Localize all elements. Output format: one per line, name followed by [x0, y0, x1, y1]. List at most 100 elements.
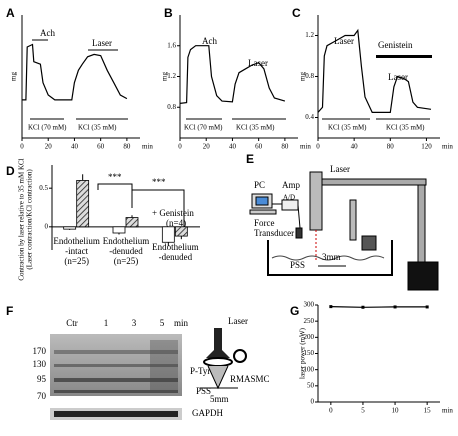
diagram-label: Laser [228, 316, 248, 326]
x-tick-label: 0 [316, 143, 320, 151]
annotation: Ach [202, 36, 217, 46]
annotation: Laser [92, 38, 112, 48]
y-tick-label: 250 [304, 317, 315, 325]
x-tick-label: 0 [329, 407, 333, 415]
point [329, 305, 333, 309]
y-tick-label: 0 [45, 222, 49, 230]
diagram-label: PC [254, 180, 265, 190]
annotation: Laser [334, 36, 354, 46]
y-axis-label: Contraction by laser relative to 35 mM K… [18, 158, 26, 280]
lane-label: 5 [160, 318, 165, 328]
annotation: KCl (70 mM) [184, 124, 223, 132]
trace [179, 45, 286, 104]
lane-label: 3 [132, 318, 137, 328]
bracket [97, 183, 133, 208]
setup-diagram [249, 171, 439, 291]
category-label: Endothelium [53, 236, 100, 246]
category-label: -denuded [109, 246, 143, 256]
diagram-label: 3mm [322, 252, 341, 262]
point [393, 305, 397, 309]
bar [63, 226, 77, 230]
y-tick-label: 1.2 [305, 31, 314, 39]
diagram-label: 5mm [210, 394, 229, 404]
x-tick-label: 120 [421, 143, 432, 151]
panel-label: A [6, 6, 15, 20]
annotation: KCl (35 mM) [78, 124, 117, 132]
panel-label: E [246, 152, 254, 166]
lane-label: 1 [104, 318, 109, 328]
x-axis-label: min [300, 143, 311, 151]
diagram-label: Force [254, 218, 275, 228]
lane-label: Ctr [66, 318, 78, 328]
diagram-label: A/D [283, 194, 295, 202]
x-tick-label: 5 [361, 407, 365, 415]
bar [174, 226, 188, 237]
annotation: + Genistein [152, 208, 194, 218]
annotation: Ach [40, 28, 55, 38]
category-label: -intact [65, 246, 88, 256]
y-tick-label: 0.8 [305, 72, 314, 80]
marker-label: 170 [33, 346, 47, 356]
x-tick-label: 60 [255, 143, 263, 151]
y-axis-label: (Laser contraction/KCl contraction) [26, 169, 34, 270]
x-tick-label: 80 [281, 143, 289, 151]
y-tick-label: 50 [307, 381, 315, 389]
x-tick-label: 15 [424, 407, 432, 415]
x-tick-label: 40 [71, 143, 79, 151]
annotation: KCl (35 mM) [328, 124, 367, 132]
x-tick-label: 10 [392, 407, 400, 415]
panel-label: F [6, 304, 13, 318]
x-axis-label: min [442, 143, 453, 151]
y-axis-label: laser power (mW) [299, 327, 307, 379]
treatment-bar [376, 55, 432, 58]
y-tick-label: 0.8 [167, 103, 176, 111]
blot-label: GAPDH [192, 408, 224, 418]
annotation: KCl (35 mM) [236, 124, 275, 132]
significance: *** [152, 177, 166, 187]
y-axis-label: mg [10, 72, 18, 81]
x-axis-label: min [142, 143, 153, 151]
diagram-label: PSS [196, 386, 211, 396]
x-tick-label: 20 [203, 143, 211, 151]
panel-label: C [292, 6, 301, 20]
panel-label: G [290, 304, 299, 318]
x-tick-label: 0 [20, 143, 24, 151]
diagram-label: Laser [330, 164, 350, 174]
trace [317, 28, 432, 113]
x-tick-label: 60 [97, 143, 105, 151]
point [361, 305, 365, 309]
y-axis-label: mg [161, 72, 169, 81]
y-tick-label: 1.2 [167, 72, 176, 80]
y-tick-label: 100 [304, 365, 315, 373]
panel-label: B [164, 6, 173, 20]
trace [22, 43, 128, 101]
western-blot [50, 328, 247, 420]
marker-label: 70 [37, 391, 47, 401]
annotation: Genistein [378, 40, 413, 50]
diagram-label: RMASMC [230, 374, 270, 384]
significance: *** [108, 172, 122, 182]
unit-label: min [174, 318, 189, 328]
y-tick-label: 1.6 [167, 41, 176, 49]
diagram-label: PSS [290, 260, 305, 270]
x-tick-label: 40 [229, 143, 237, 151]
bar [112, 226, 126, 234]
x-tick-label: 20 [45, 143, 53, 151]
bar [161, 226, 175, 243]
y-tick-label: 300 [304, 301, 315, 309]
annotation: KCl (70 mM) [28, 124, 67, 132]
y-tick-label: 0.5 [39, 184, 48, 192]
annotation: (n=4) [166, 218, 186, 228]
category-label: (n=25) [114, 256, 139, 266]
category-label: (n=25) [64, 256, 89, 266]
point [425, 305, 429, 309]
bar [125, 217, 139, 228]
marker-label: 95 [37, 374, 47, 384]
x-tick-label: 40 [351, 143, 359, 151]
category-label: Endothelium [103, 236, 150, 246]
diagram-label: Amp [282, 180, 301, 190]
y-tick-label: 200 [304, 333, 315, 341]
panel-label: D [6, 164, 15, 178]
x-tick-label: 0 [178, 143, 182, 151]
